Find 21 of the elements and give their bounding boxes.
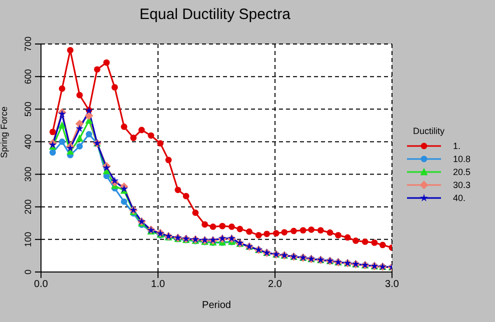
- legend-label: 30.3: [453, 180, 471, 190]
- y-tick-label: 100: [23, 232, 33, 247]
- y-tick-label: 500: [23, 102, 33, 117]
- y-tick-label: 400: [23, 134, 33, 150]
- legend-title: Ductility: [413, 126, 446, 136]
- x-axis-title: Period: [202, 300, 231, 311]
- legend-label: 20.5: [453, 166, 471, 176]
- x-tick-label: 1.0: [151, 279, 166, 290]
- x-tick-label: 0.0: [34, 279, 48, 290]
- x-tick-label: 2.0: [268, 279, 282, 290]
- legend-label: 40.: [453, 192, 466, 202]
- y-tick-label: 200: [23, 199, 33, 214]
- legend-label: 10.8: [453, 154, 471, 164]
- x-tick-label: 3.0: [385, 279, 400, 290]
- chart-title: Equal Ductility Spectra: [138, 6, 292, 23]
- y-tick-label: 700: [23, 36, 33, 52]
- y-axis-title: Spring Force: [0, 106, 10, 158]
- legend-label: 1.: [453, 140, 461, 150]
- y-tick-label: 300: [23, 166, 33, 182]
- y-tick-label: 600: [23, 69, 33, 84]
- y-tick-label: 0: [23, 269, 33, 275]
